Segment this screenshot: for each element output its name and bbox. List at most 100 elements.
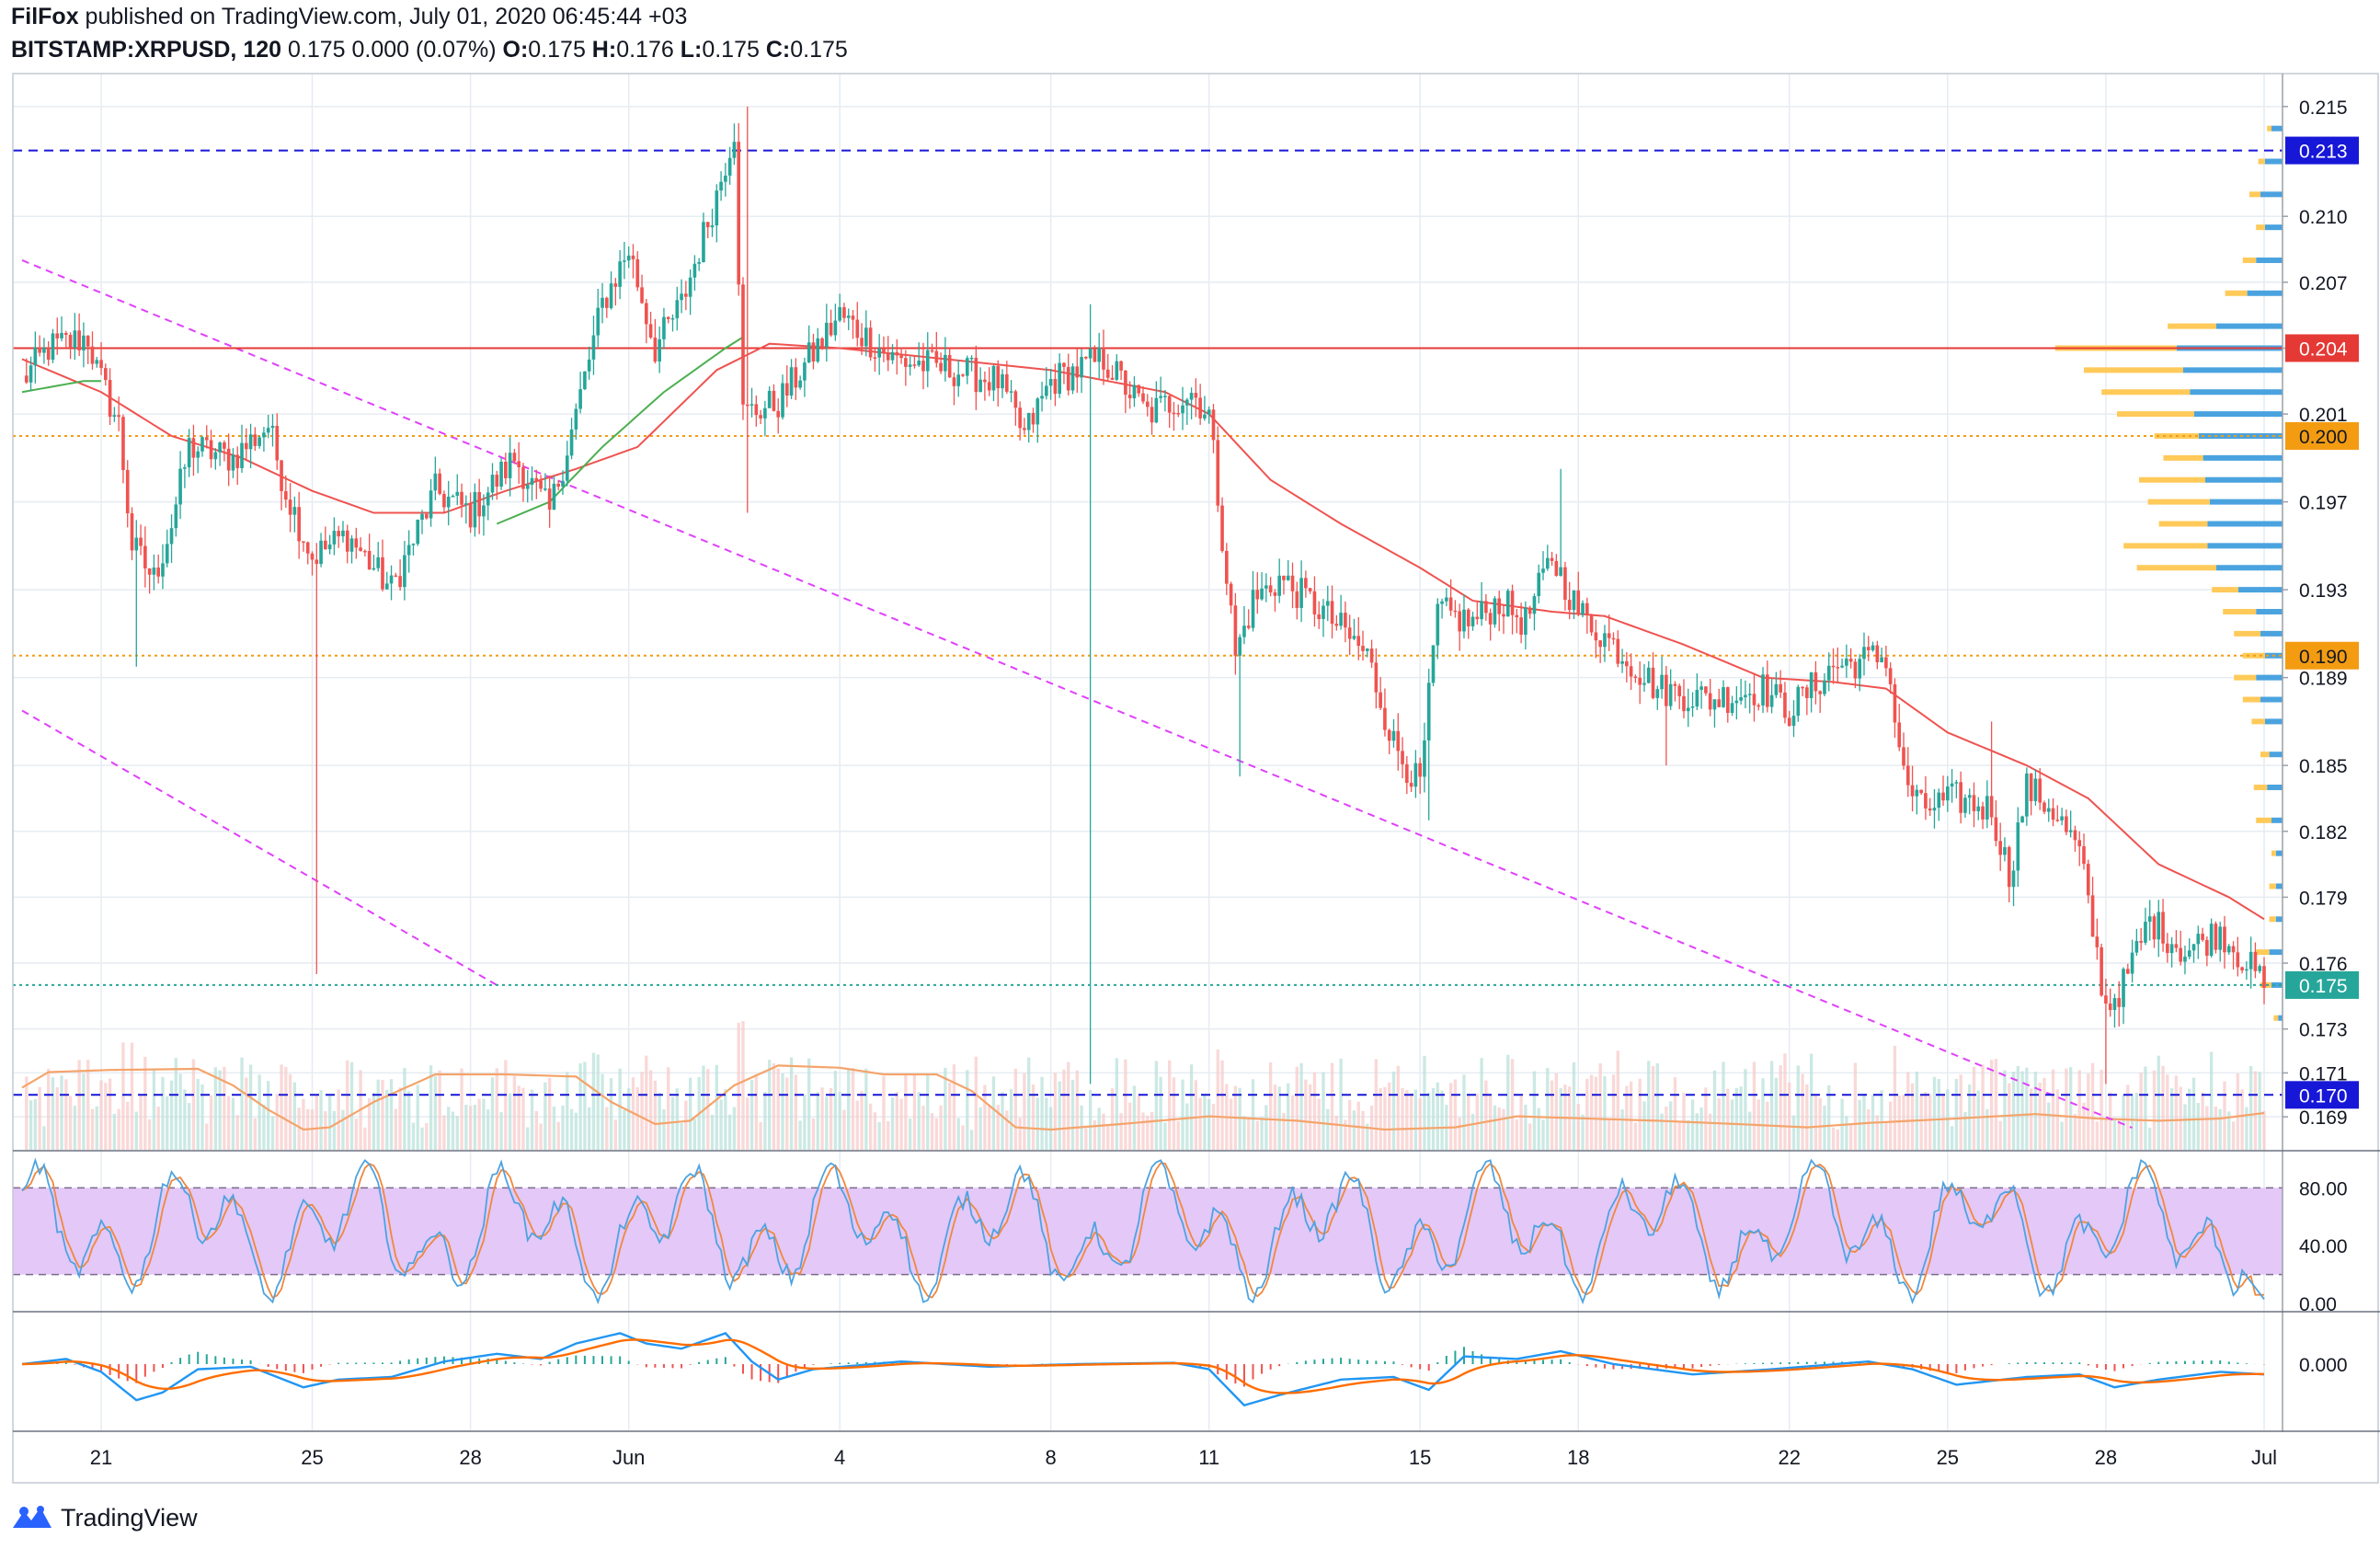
candle-body[interactable] — [820, 338, 824, 348]
candle-body[interactable] — [1013, 391, 1018, 408]
candle-body[interactable] — [886, 352, 890, 361]
candle-body[interactable] — [433, 473, 438, 491]
candle-body[interactable] — [745, 404, 749, 407]
candle-body[interactable] — [86, 335, 90, 347]
candle-body[interactable] — [2117, 998, 2122, 1007]
candle-body[interactable] — [1690, 706, 1695, 708]
candle-body[interactable] — [302, 541, 305, 543]
candle-body[interactable] — [591, 335, 596, 360]
candle-body[interactable] — [1910, 785, 1915, 797]
downtrend-line[interactable] — [21, 709, 498, 986]
candle-body[interactable] — [1515, 614, 1519, 618]
candle-body[interactable] — [376, 556, 381, 568]
candle-body[interactable] — [776, 410, 781, 418]
candle-body[interactable] — [381, 556, 384, 590]
candle-body[interactable] — [1620, 660, 1624, 664]
candle-body[interactable] — [1238, 637, 1241, 656]
candle-body[interactable] — [1937, 792, 1941, 809]
candle-body[interactable] — [1932, 808, 1937, 811]
candle-body[interactable] — [574, 408, 578, 430]
candle-body[interactable] — [1458, 611, 1462, 632]
candle-body[interactable] — [1981, 806, 1985, 820]
candle-body[interactable] — [798, 380, 802, 388]
candle-body[interactable] — [231, 454, 235, 471]
candle-body[interactable] — [1699, 686, 1703, 690]
candle-body[interactable] — [653, 338, 658, 362]
candle-body[interactable] — [1629, 666, 1633, 677]
candle-body[interactable] — [266, 428, 270, 433]
candle-body[interactable] — [33, 347, 38, 366]
candle-body[interactable] — [112, 415, 117, 418]
candle-body[interactable] — [1277, 575, 1282, 596]
candle-body[interactable] — [90, 346, 95, 364]
candle-body[interactable] — [601, 297, 604, 308]
candle-body[interactable] — [2100, 947, 2103, 996]
candle-body[interactable] — [2068, 830, 2073, 832]
symbol-name[interactable]: BITSTAMP:XRPUSD, 120 — [11, 37, 282, 63]
candle-body[interactable] — [324, 540, 327, 550]
candle-body[interactable] — [178, 468, 182, 505]
candle-body[interactable] — [613, 283, 618, 287]
candle-body[interactable] — [987, 382, 991, 391]
candle-body[interactable] — [1801, 686, 1804, 689]
candle-body[interactable] — [2191, 944, 2196, 951]
candle-body[interactable] — [623, 260, 626, 262]
candle-body[interactable] — [446, 496, 451, 508]
candle-body[interactable] — [169, 528, 174, 545]
candle-body[interactable] — [763, 407, 767, 419]
candle-body[interactable] — [547, 488, 552, 511]
candle-body[interactable] — [372, 568, 376, 570]
candle-body[interactable] — [2104, 995, 2108, 1004]
candle-body[interactable] — [912, 364, 917, 366]
candle-body[interactable] — [1941, 792, 1945, 801]
candle-body[interactable] — [1774, 683, 1779, 695]
candle-body[interactable] — [468, 503, 473, 528]
candle-body[interactable] — [1299, 578, 1303, 608]
candle-body[interactable] — [1967, 795, 1972, 798]
candle-body[interactable] — [534, 477, 539, 481]
candle-body[interactable] — [2055, 820, 2060, 821]
candle-body[interactable] — [1665, 674, 1668, 706]
candle-body[interactable] — [767, 390, 772, 408]
candle-body[interactable] — [1862, 647, 1866, 660]
candle-body[interactable] — [1009, 391, 1013, 393]
candle-body[interactable] — [2122, 969, 2125, 1007]
candle-body[interactable] — [824, 322, 829, 348]
candle-body[interactable] — [499, 461, 503, 488]
candle-body[interactable] — [1695, 689, 1699, 707]
candle-body[interactable] — [1848, 659, 1853, 662]
candle-body[interactable] — [829, 322, 833, 336]
candle-body[interactable] — [1682, 695, 1686, 712]
candle-body[interactable] — [697, 261, 701, 264]
candle-body[interactable] — [1466, 609, 1470, 626]
candle-body[interactable] — [1176, 412, 1181, 415]
candle-body[interactable] — [1163, 396, 1167, 397]
candle-body[interactable] — [1519, 617, 1523, 635]
candle-body[interactable] — [552, 483, 556, 511]
candle-body[interactable] — [517, 461, 521, 467]
candle-body[interactable] — [1945, 786, 1950, 801]
candle-body[interactable] — [904, 358, 908, 367]
candle-body[interactable] — [1203, 414, 1207, 419]
candle-body[interactable] — [134, 537, 139, 551]
candle-body[interactable] — [618, 261, 622, 287]
candle-body[interactable] — [1220, 505, 1224, 551]
candle-body[interactable] — [1145, 401, 1150, 407]
candle-body[interactable] — [1330, 601, 1334, 625]
candle-body[interactable] — [2258, 966, 2262, 971]
candle-body[interactable] — [727, 157, 732, 176]
candle-body[interactable] — [2112, 998, 2117, 1011]
candle-body[interactable] — [1769, 694, 1774, 707]
candle-body[interactable] — [754, 404, 759, 416]
price-axis[interactable]: 0.215 0.210 0.207 0.204 0.201 0.197 0.193 0.189… — [2283, 98, 2348, 1376]
candle-body[interactable] — [257, 437, 261, 446]
candle-body[interactable] — [842, 306, 846, 318]
candle-body[interactable] — [253, 434, 257, 446]
candle-body[interactable] — [1488, 613, 1493, 625]
candle-body[interactable] — [1036, 398, 1040, 425]
candle-body[interactable] — [947, 354, 952, 378]
candle-body[interactable] — [1888, 668, 1893, 684]
candle-body[interactable] — [569, 429, 574, 456]
candle-body[interactable] — [978, 379, 982, 393]
candle-body[interactable] — [429, 490, 433, 519]
